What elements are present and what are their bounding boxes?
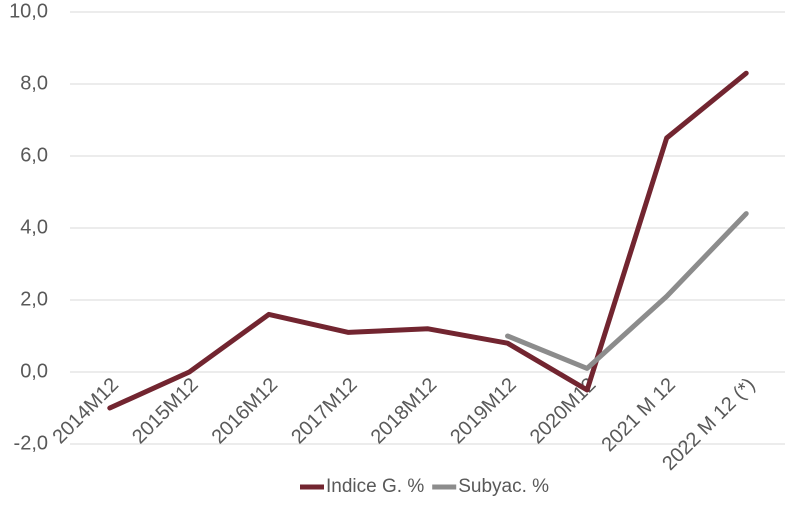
legend-label: Indice G. % bbox=[326, 476, 424, 497]
x-tick-label: 2017M12 bbox=[287, 374, 362, 449]
y-tick-label: 8,0 bbox=[20, 72, 48, 94]
x-tick-label: 2018M12 bbox=[367, 374, 442, 449]
legend-label: Subyac. % bbox=[458, 476, 549, 497]
series-line bbox=[505, 211, 749, 371]
series-line bbox=[107, 70, 749, 411]
x-tick-label: 2019M12 bbox=[446, 374, 521, 449]
y-tick-label: -2,0 bbox=[14, 432, 48, 454]
x-tick-label: 2014M12 bbox=[49, 374, 124, 449]
y-tick-label: 2,0 bbox=[20, 288, 48, 310]
y-tick-label: 10,0 bbox=[9, 0, 48, 22]
y-tick-label: 4,0 bbox=[20, 216, 48, 238]
y-tick-label: 0,0 bbox=[20, 360, 48, 382]
y-tick-label: 6,0 bbox=[20, 144, 48, 166]
x-tick-label: 2016M12 bbox=[208, 374, 283, 449]
